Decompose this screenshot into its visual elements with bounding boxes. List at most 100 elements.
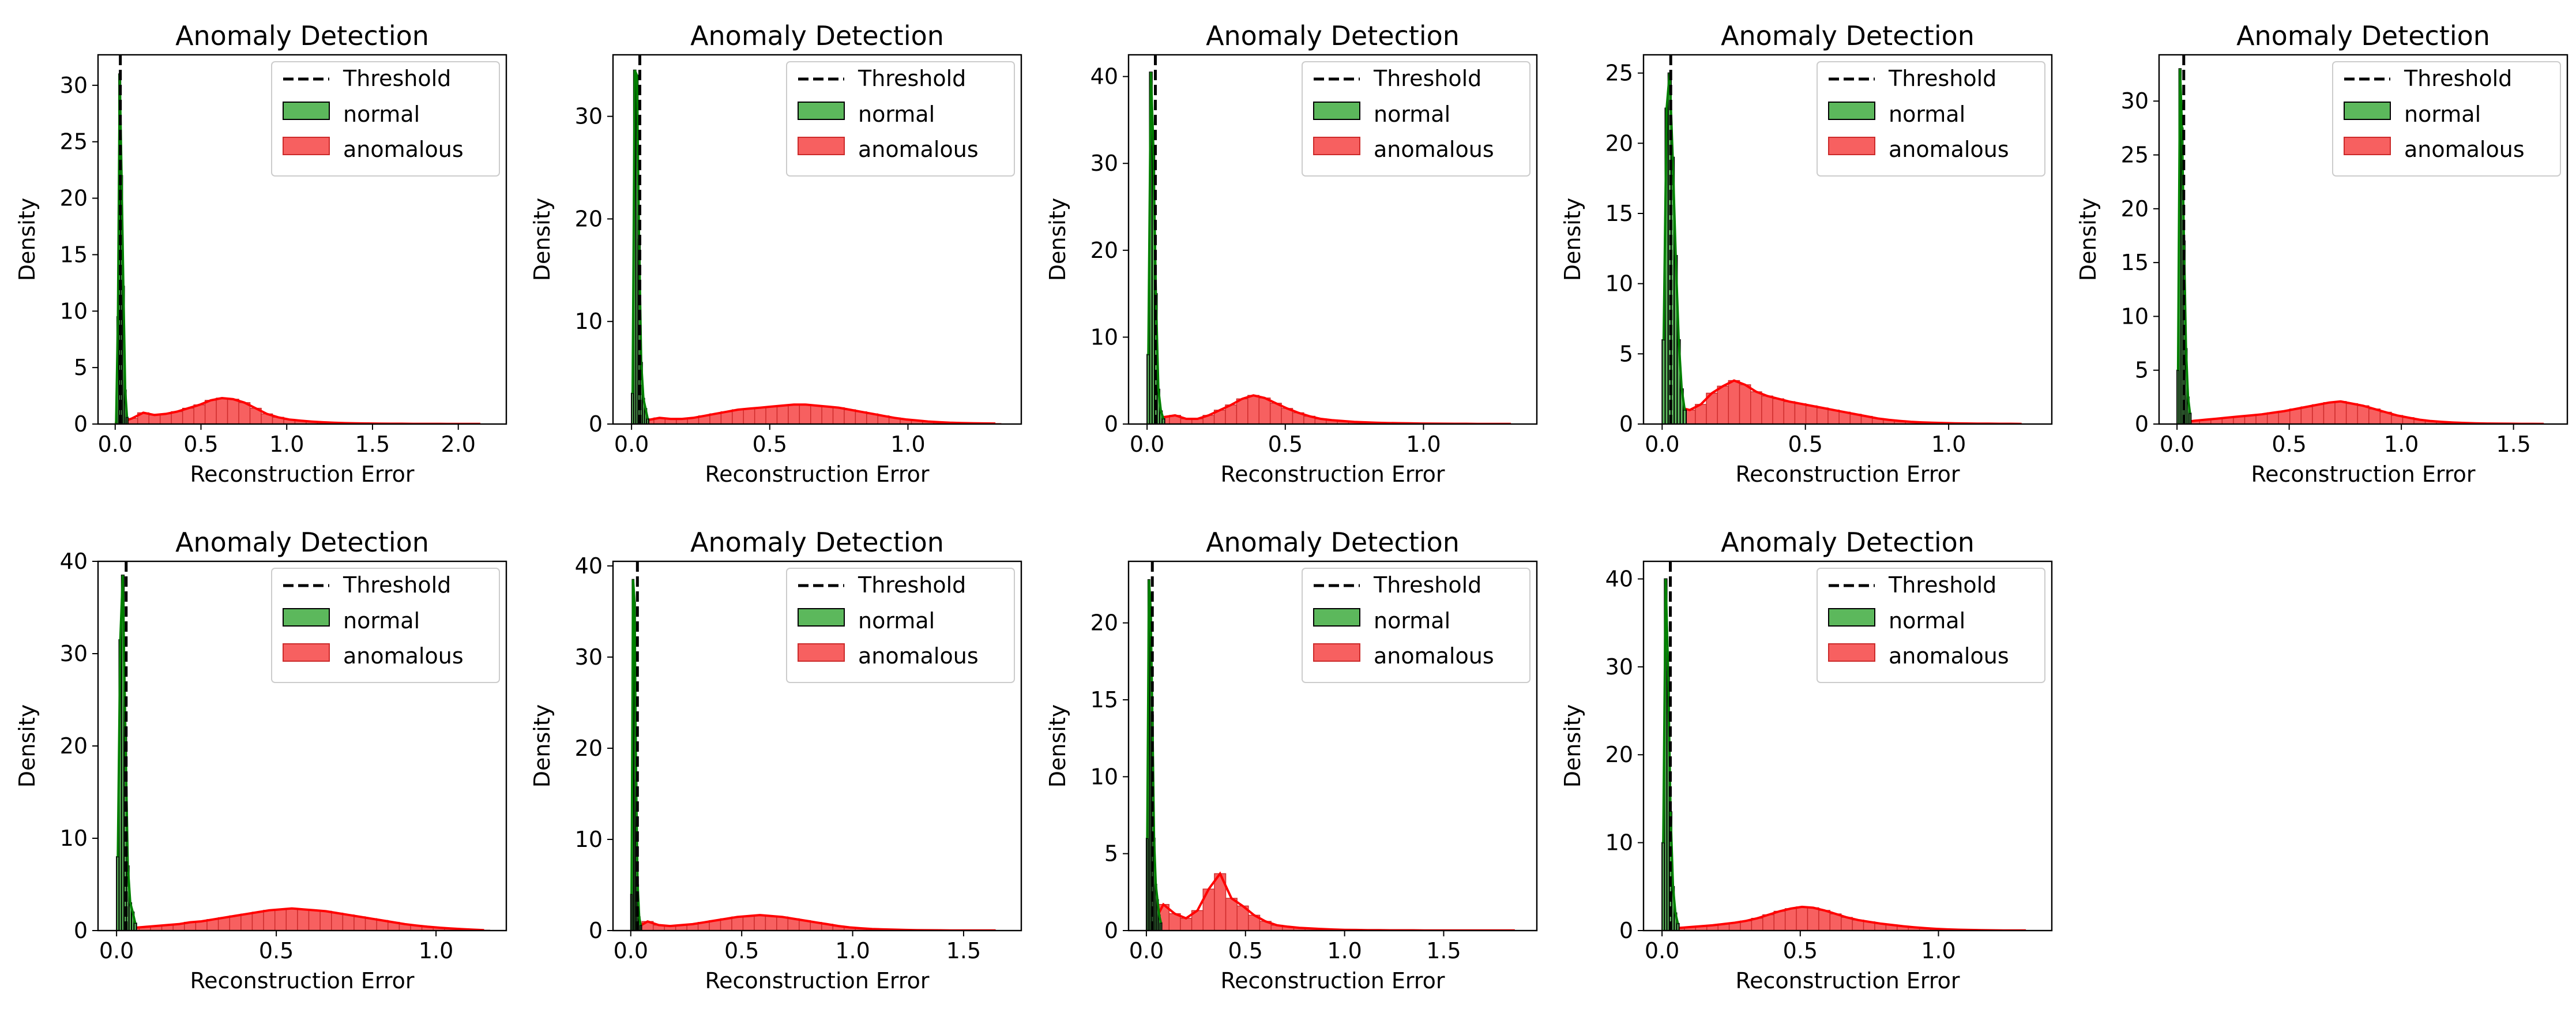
anomalous-bar [1258,397,1271,424]
legend-anomalous-swatch [798,137,845,155]
x-axis-label: Reconstruction Error [705,968,929,993]
x-tick-label: 0.5 [259,938,294,963]
anomalous-bar [776,405,789,424]
legend-normal-swatch [1828,608,1875,627]
anomalous-bar [731,916,744,931]
legend-label-threshold: Threshold [343,572,451,598]
y-tick-label: 15 [1605,201,1633,226]
y-tick-label: 40 [575,553,603,579]
axes-frame [1127,560,1538,932]
y-tick-label: 0 [1619,411,1633,437]
anomalous-bar [799,404,811,424]
legend-label-normal: normal [858,102,935,127]
legend: Threshold normal anomalous [1817,61,2045,177]
y-tick-label: 30 [1090,151,1118,176]
x-tick-label: 0.0 [614,432,649,457]
x-tick-label: 1.0 [1406,432,1441,457]
legend-label-threshold: Threshold [343,66,451,91]
y-tick-label: 10 [1090,324,1118,350]
normal-bar [646,418,650,424]
subplot-7: 0.0 0.5 1.0 1.5 0 10 20 30 40 Anomaly Detection Re… [529,527,1022,993]
subplot-title: Anomaly Detection [1206,527,1460,558]
y-tick-label: 40 [60,549,88,574]
x-tick-label: 0.0 [98,432,133,457]
y-tick-label: 10 [60,826,88,851]
anomalous-bar [1784,908,1797,931]
y-tick-label: 0 [589,411,603,437]
anomalous-bar [308,910,321,931]
anomalous-bar [1269,403,1282,424]
anomalous-bar [1783,401,1796,424]
legend-label-threshold: Threshold [1888,572,1996,598]
anomalous-bar [1247,395,1259,424]
x-tick-label: 0.0 [1129,938,1164,963]
legend-label-normal: normal [1889,608,1965,633]
subplot-title: Anomaly Detection [1721,527,1975,558]
x-tick-label: 0.5 [183,432,218,457]
x-axis-label: Reconstruction Error [190,968,414,993]
y-tick-label: 30 [2121,88,2149,114]
y-tick-label: 30 [60,641,88,666]
anomalous-bar [1717,385,1729,424]
normal-bar [639,924,642,931]
anomalous-kde-line [637,403,996,424]
y-tick-label: 10 [2121,303,2149,329]
y-tick-label: 0 [74,411,88,437]
anomalous-kde-line [1667,905,2026,931]
legend-label-normal: normal [343,608,420,633]
y-tick-label: 20 [1605,742,1633,767]
subplot-title: Anomaly Detection [690,20,944,51]
y-tick-label: 40 [1090,64,1118,89]
subplot-title: Anomaly Detection [175,20,429,51]
anomalous-bar [1818,910,1831,931]
normal-bar [2188,412,2192,424]
legend-anomalous-swatch [1828,643,1875,662]
x-axis-label: Reconstruction Error [1735,462,1960,487]
legend: Threshold normal anomalous [786,568,1015,683]
legend-anomalous-swatch [798,643,845,662]
subplot-title: Anomaly Detection [690,527,944,558]
y-tick-label: 20 [575,206,603,231]
x-tick-label: 0.5 [1788,432,1822,457]
anomalous-bar [2300,406,2313,424]
y-axis-label: Density [1560,704,1585,787]
legend: Threshold normal anomalous [1302,61,1530,177]
anomalous-bar [1772,398,1784,424]
legend-label-threshold: Threshold [1373,66,1481,91]
anomalous-bar [216,397,228,424]
anomalous-bar [1796,906,1808,931]
axes-frame [1642,560,2053,932]
x-axis-label: Reconstruction Error [705,462,929,487]
y-tick-label: 15 [2121,250,2149,275]
x-tick-label: 1.0 [835,938,870,963]
anomalous-bar [240,913,253,931]
y-tick-label: 5 [2135,358,2149,383]
y-tick-label: 30 [1605,654,1633,680]
legend-label-normal: normal [1374,608,1450,633]
y-tick-label: 20 [60,733,88,759]
legend-anomalous-swatch [1313,137,1360,155]
legend-label-normal: normal [1889,102,1965,127]
y-tick-label: 40 [1605,566,1633,591]
x-tick-label: 0.0 [2160,432,2194,457]
x-tick-label: 0.0 [1645,938,1679,963]
anomalous-bar [810,405,822,424]
legend-label-anomalous: anomalous [1374,643,1494,669]
legend-label-normal: normal [343,102,420,127]
anomalous-bar [844,409,856,424]
legend-anomalous-swatch [283,643,330,662]
legend-label-normal: normal [1374,102,1450,127]
y-tick-label: 5 [1104,841,1118,867]
y-tick-label: 20 [1605,130,1633,156]
legend-anomalous-swatch [2344,137,2391,155]
anomalous-bar [2323,402,2336,424]
y-axis-label: Density [1560,198,1585,281]
legend-label-threshold: Threshold [858,66,966,91]
x-tick-label: 1.5 [2496,432,2530,457]
x-tick-label: 1.5 [355,432,390,457]
y-tick-label: 10 [1090,764,1118,789]
anomalous-bar [342,914,355,931]
axes-frame [1642,54,2053,425]
anomalous-bar [263,910,276,931]
y-tick-label: 10 [575,827,603,852]
